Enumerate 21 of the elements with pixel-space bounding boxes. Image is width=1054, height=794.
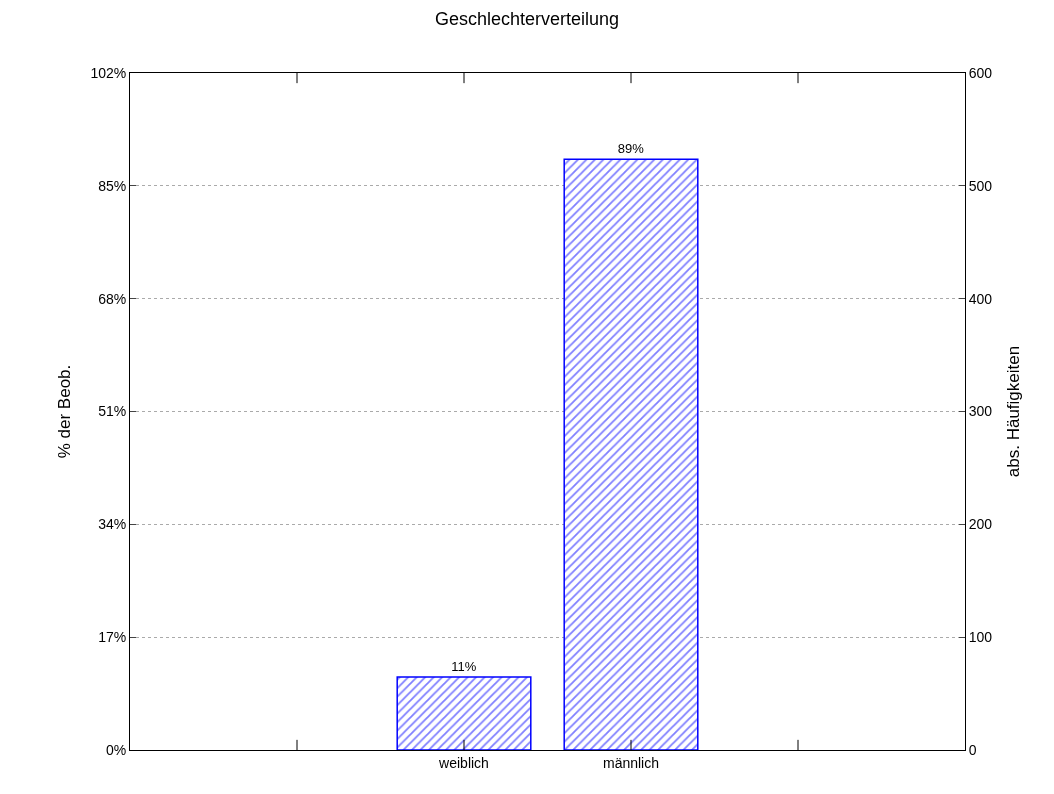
data-label: 11% xyxy=(451,658,477,674)
y2-axis-title: abs. Häufigkeiten xyxy=(1003,345,1023,478)
y-tick-label: 85% xyxy=(98,177,127,194)
y2-tick-label: 600 xyxy=(968,64,993,81)
data-label: 89% xyxy=(617,141,645,157)
y-tick-label: 0% xyxy=(105,741,127,758)
y-axis-title: % der Beob. xyxy=(54,364,74,459)
x-tick-label: männlich xyxy=(602,754,660,771)
y2-tick-label: 0 xyxy=(968,741,977,758)
y2-tick-label: 200 xyxy=(968,516,993,533)
y-tick-label: 51% xyxy=(98,403,127,420)
y2-tick-label: 500 xyxy=(968,177,993,194)
y2-tick-label: 300 xyxy=(968,403,993,420)
y2-tick-label: 400 xyxy=(968,290,993,307)
chart-title: Geschlechterverteilung xyxy=(434,8,620,29)
y-tick-label: 68% xyxy=(98,290,127,307)
y2-tick-label: 100 xyxy=(968,629,993,646)
y-tick-label: 34% xyxy=(98,516,127,533)
x-tick-label: weiblich xyxy=(438,754,489,771)
y-tick-label: 102% xyxy=(90,64,127,81)
y-tick-label: 17% xyxy=(98,629,127,646)
